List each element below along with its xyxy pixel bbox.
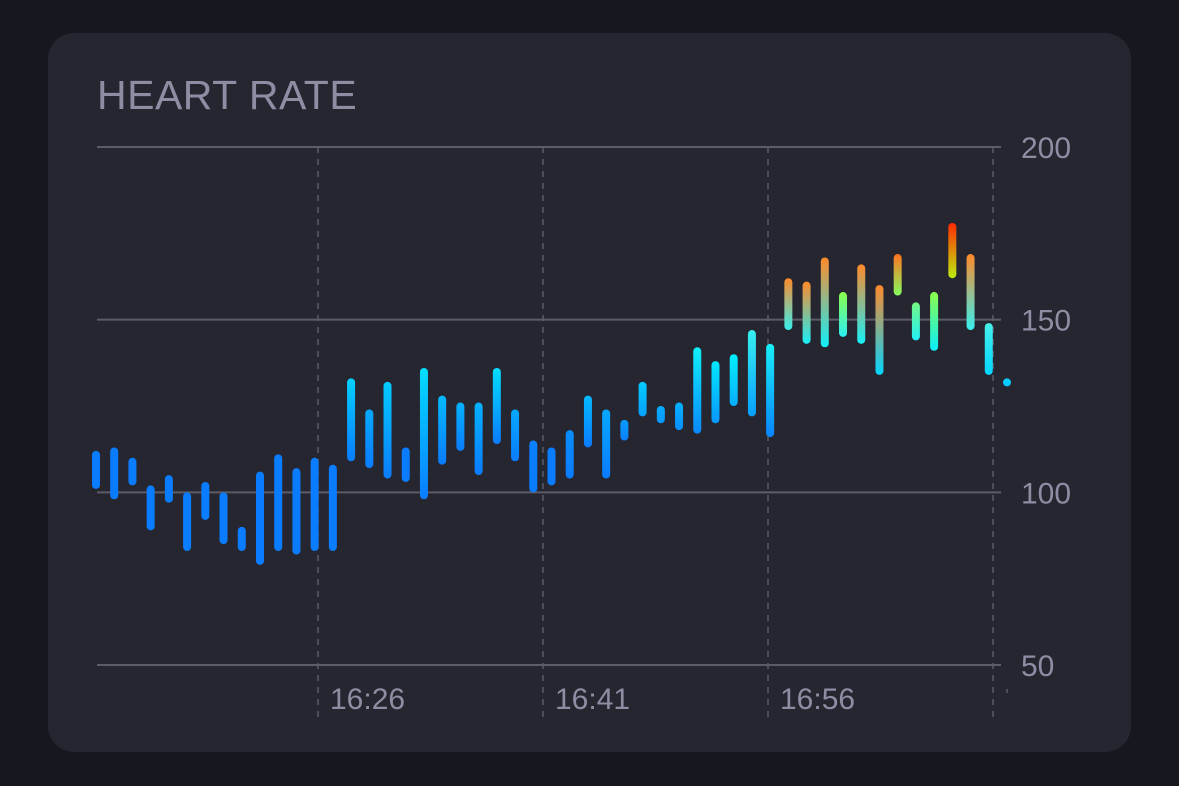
hr-range-bar xyxy=(711,361,720,424)
y-tick-label: 50 xyxy=(1021,650,1054,683)
hr-range-bar xyxy=(911,302,920,341)
hr-range-bar xyxy=(255,471,264,565)
hr-range-bar xyxy=(110,447,119,500)
y-tick-label: 150 xyxy=(1021,305,1071,338)
hr-range-bar xyxy=(492,368,501,444)
hr-range-bar xyxy=(547,447,556,486)
hr-range-bar xyxy=(438,395,447,465)
hr-range-bar xyxy=(802,281,811,344)
card-title: HEART RATE xyxy=(97,72,358,118)
hr-range-bar xyxy=(966,254,975,331)
hr-range-bar xyxy=(383,381,392,479)
hr-range-bar xyxy=(183,492,192,552)
hr-range-bar xyxy=(292,468,301,555)
hr-range-bar xyxy=(948,222,957,279)
hr-range-bar xyxy=(638,381,647,417)
hr-range-bar xyxy=(328,464,337,552)
x-tick-label: 16:41 xyxy=(555,683,630,716)
hr-range-bar xyxy=(128,457,137,486)
hr-range-bar xyxy=(583,395,592,448)
y-axis-labels: 200 150 100 50 xyxy=(1021,132,1071,683)
x-tick-label: 16:26 xyxy=(330,683,405,716)
hr-range-bar xyxy=(365,409,374,469)
hr-range-bar xyxy=(784,278,793,331)
hr-range-bar xyxy=(146,485,155,531)
hr-range-bar xyxy=(565,430,574,479)
hr-range-bar xyxy=(693,347,702,434)
hr-range-bar xyxy=(602,409,611,479)
hr-range-bar xyxy=(875,285,884,375)
hr-range-bar xyxy=(839,292,848,337)
hr-range-bar xyxy=(92,450,100,489)
heart-rate-card xyxy=(48,33,1131,752)
hr-range-bar xyxy=(675,402,684,431)
hr-range-bar xyxy=(729,354,738,406)
hr-range-bar xyxy=(419,368,428,500)
hr-range-bar xyxy=(529,440,538,493)
hr-range-bar xyxy=(930,292,939,351)
y-tick-label: 100 xyxy=(1021,477,1071,510)
hr-range-bar xyxy=(511,409,520,462)
hr-range-bar xyxy=(274,454,283,552)
hr-range-bar xyxy=(219,492,228,545)
hr-range-bar xyxy=(893,254,902,296)
hr-range-bar xyxy=(857,264,866,344)
hr-range-bar xyxy=(164,475,173,503)
x-axis-labels: 16:26 16:41 16:56 xyxy=(330,683,855,716)
bar-series xyxy=(92,222,1011,565)
hr-range-bar xyxy=(984,323,993,375)
hr-range-bar xyxy=(347,378,356,462)
hr-range-bar xyxy=(620,419,629,441)
hr-range-bar xyxy=(474,402,483,476)
y-tick-label: 200 xyxy=(1021,132,1071,165)
hr-range-bar xyxy=(1003,378,1011,387)
hr-range-bar xyxy=(401,447,410,482)
gridlines xyxy=(97,146,1008,718)
hr-range-bar xyxy=(766,343,775,438)
hr-range-bar xyxy=(747,330,756,417)
hr-range-bar xyxy=(237,526,246,552)
hr-range-bar xyxy=(310,457,319,552)
hr-range-bar xyxy=(456,402,465,451)
hr-range-bar xyxy=(201,481,210,520)
hr-range-bar xyxy=(820,257,829,348)
hr-range-bar xyxy=(656,406,665,424)
x-tick-label: 16:56 xyxy=(780,683,855,716)
